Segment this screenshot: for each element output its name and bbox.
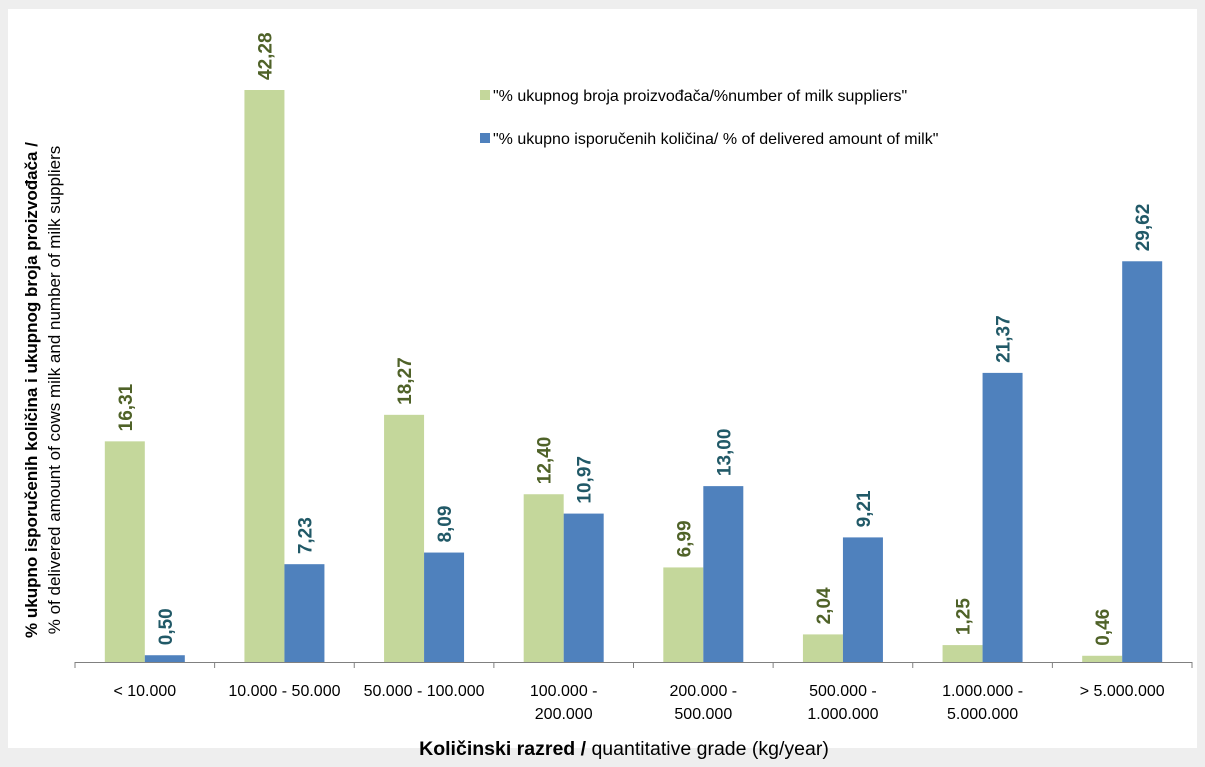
bar-delivered-0 bbox=[144, 655, 185, 662]
legend: "% ukupnog broja proizvođača/%number of … bbox=[480, 88, 938, 148]
bar-delivered-3 bbox=[563, 513, 604, 662]
bar-suppliers-6 bbox=[942, 645, 983, 662]
bar-delivered-7 bbox=[1122, 261, 1163, 662]
legend-swatch-delivered bbox=[480, 133, 490, 143]
data-label-suppliers-5: 2,04 bbox=[814, 587, 835, 624]
value-labels-group: 16,31 0,50 42,28 7,23 18,27 8,09 12,40 10,97 6,9… bbox=[116, 32, 1154, 645]
x-tick-label-7: > 5.000.000 bbox=[1080, 683, 1165, 700]
y-axis-title-line1: % ukupno isporučenih količina i ukupnog … bbox=[22, 142, 41, 638]
bars-group bbox=[104, 90, 1163, 662]
bar-delivered-1 bbox=[284, 564, 325, 662]
x-tick-label-1: 10.000 - 50.000 bbox=[228, 683, 340, 700]
bar-suppliers-2 bbox=[384, 414, 425, 662]
data-label-suppliers-0: 16,31 bbox=[116, 383, 137, 431]
x-tick-label-3: 100.000 -200.000 bbox=[530, 683, 598, 723]
data-label-delivered-0: 0,50 bbox=[156, 608, 177, 645]
data-label-delivered-5: 9,21 bbox=[854, 490, 875, 527]
y-axis-title-line2: % of delivered amount of cows milk and n… bbox=[45, 146, 64, 635]
data-label-suppliers-4: 6,99 bbox=[674, 520, 695, 557]
bar-delivered-6 bbox=[982, 372, 1023, 662]
x-axis-title: Količinski razred / quantitative grade (… bbox=[419, 738, 829, 760]
x-axis: < 10.000 10.000 - 50.000 50.000 - 100.000 1… bbox=[74, 662, 1193, 723]
data-label-suppliers-6: 1,25 bbox=[954, 598, 975, 635]
data-label-suppliers-1: 42,28 bbox=[255, 32, 276, 80]
legend-label-delivered: "% ukupno isporučenih količina/ % of del… bbox=[493, 131, 938, 148]
data-label-suppliers-3: 12,40 bbox=[535, 437, 556, 485]
bar-suppliers-1 bbox=[244, 90, 285, 662]
x-tick-label-4: 200.000 -500.000 bbox=[670, 683, 738, 723]
x-axis-title-normal: quantitative grade (kg/year) bbox=[586, 738, 829, 760]
data-label-delivered-6: 21,37 bbox=[994, 315, 1015, 363]
bar-suppliers-4 bbox=[663, 567, 704, 662]
data-label-delivered-7: 29,62 bbox=[1133, 204, 1154, 252]
bar-suppliers-7 bbox=[1082, 655, 1123, 662]
data-label-delivered-1: 7,23 bbox=[295, 517, 316, 554]
data-label-delivered-3: 10,97 bbox=[575, 456, 596, 504]
bar-delivered-5 bbox=[842, 537, 883, 662]
x-tick-label-0: < 10.000 bbox=[113, 683, 176, 700]
data-label-delivered-2: 8,09 bbox=[435, 506, 456, 543]
bar-delivered-4 bbox=[703, 486, 744, 662]
legend-label-suppliers: "% ukupnog broja proizvođača/%number of … bbox=[493, 88, 907, 105]
x-tick-label-2: 50.000 - 100.000 bbox=[364, 683, 485, 700]
x-tick-label-6: 1.000.000 -5.000.000 bbox=[942, 683, 1023, 723]
bar-suppliers-3 bbox=[523, 494, 564, 662]
legend-swatch-suppliers bbox=[480, 90, 490, 100]
data-label-delivered-4: 13,00 bbox=[714, 429, 735, 477]
x-tick-label-5: 500.000 -1.000.000 bbox=[807, 683, 878, 723]
data-label-suppliers-2: 18,27 bbox=[395, 357, 416, 405]
bar-suppliers-5 bbox=[802, 634, 843, 662]
bar-suppliers-0 bbox=[104, 441, 145, 662]
x-axis-title-bold: Količinski razred / bbox=[419, 738, 586, 760]
data-label-suppliers-7: 0,46 bbox=[1093, 609, 1114, 646]
bar-delivered-2 bbox=[424, 552, 465, 662]
